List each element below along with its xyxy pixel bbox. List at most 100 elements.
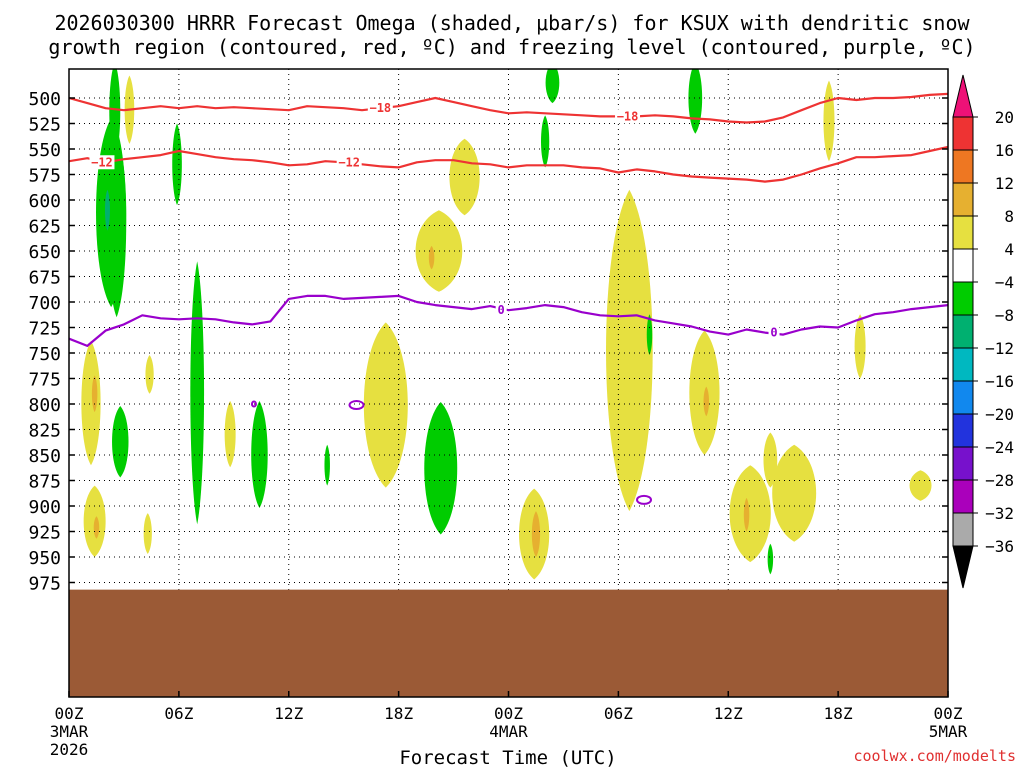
contour-label-2-1: 0 (770, 326, 777, 340)
y-tick-label-500: 500 (28, 89, 61, 110)
colorbar-label-9: −20 (985, 405, 1014, 424)
y-tick-label-775: 775 (28, 370, 61, 391)
colorbar-cell-m36_m32 (952, 512, 974, 547)
omega-cell-m8_m4-30 (251, 400, 268, 509)
omega-cell-m8_m4-27 (172, 123, 182, 206)
y-tick-label-725: 725 (28, 319, 61, 340)
omega-cell-8_12-22 (703, 386, 710, 417)
chart-title-line-1: 2026030300 HRRR Forecast Omega (shaded, … (54, 11, 970, 35)
omega-cell-m8_m4-33 (545, 69, 560, 104)
y-tick-label-600: 600 (28, 191, 61, 212)
omega-cell-8_12-19 (93, 516, 100, 539)
x-tick-sublabel-8: 5MAR (929, 722, 968, 741)
omega-cell-8_12-23 (743, 497, 750, 532)
x-tick-sublabel2-0: 2026 (50, 740, 89, 759)
omega-cell-m8_m4-25 (106, 128, 127, 318)
y-tick-label-675: 675 (28, 268, 61, 289)
y-tick-label-800: 800 (28, 395, 61, 416)
omega-cell-m8_m4-26 (109, 69, 121, 160)
colorbar-cell-8_12 (952, 182, 974, 217)
contour-label-bg-0-1 (615, 109, 641, 124)
omega-cell-4_8-17 (823, 80, 835, 162)
omega-cell-m8_m4-34 (541, 115, 550, 168)
y-axis: 500 525 550 575 600 625 650 675 700 725 750 775 800 8… (28, 89, 948, 595)
y-tick-label-575: 575 (28, 166, 61, 187)
omega-cell-4_8-13 (763, 432, 778, 488)
omega-cell-m8_m4-29 (112, 406, 129, 478)
terrain-band (69, 589, 948, 697)
colorbar-cell-m24_m20 (952, 413, 974, 448)
credit-text: coolwx.com/modelts (853, 747, 1016, 765)
colorbar-label-3: 8 (1004, 207, 1014, 226)
contour-label-bg-1-0 (89, 155, 115, 170)
colorbar-label-2: 12 (995, 174, 1014, 193)
y-tick-label-825: 825 (28, 421, 61, 442)
omega-cell-m12_m8-38 (104, 189, 110, 231)
colorbar-label-13: −36 (985, 537, 1014, 556)
omega-cell-4_8-15 (854, 314, 866, 379)
colorbar-cell-m12_m8 (952, 314, 974, 349)
y-tick-label-975: 975 (28, 574, 61, 595)
x-tick-sublabel-4: 4MAR (489, 722, 528, 741)
x-tick-label-6: 12Z (714, 704, 743, 723)
omega-cell-4_8-4 (363, 322, 408, 488)
x-tick-sublabel-0: 3MAR (50, 722, 89, 741)
x-tick-label-0: 00Z (55, 704, 84, 723)
contour-line-2 (69, 294, 948, 347)
y-tick-label-525: 525 (28, 115, 61, 136)
contour-label-bg-1-1 (336, 155, 362, 170)
contour-label-0-0: −18 (369, 101, 391, 115)
omega-cell-4_8-5 (81, 340, 101, 466)
omega-cell-m8_m4-36 (646, 314, 653, 356)
omega-shading-layer (81, 69, 932, 580)
colorbar-label-10: −24 (985, 438, 1014, 457)
colorbar-cell-16_20 (952, 116, 974, 151)
omega-cell-4_8-16 (909, 470, 932, 501)
colorbar-label-6: −8 (995, 306, 1014, 325)
x-tick-label-8: 00Z (934, 704, 963, 723)
y-tick-label-700: 700 (28, 293, 61, 314)
colorbar-cell-m16_m12 (952, 347, 974, 382)
omega-cell-m8_m4-32 (424, 401, 458, 535)
omega-cell-4_8-8 (143, 513, 152, 554)
colorbar-cap-lt-m36 (952, 545, 974, 589)
colorbar-label-12: −32 (985, 504, 1014, 523)
x-tick-label-3: 18Z (384, 704, 413, 723)
colorbar-label-5: −4 (995, 273, 1014, 292)
colorbar-label-7: −12 (985, 339, 1014, 358)
freezing-level-island-1 (636, 494, 653, 505)
isotherm-contours: −18 −18 −12 −12 0 0 (69, 92, 948, 505)
omega-cell-4_8-2 (449, 138, 480, 216)
contour-label-1-0: −12 (91, 155, 113, 169)
contour-label-bg-0-0 (367, 101, 393, 116)
omega-cell-m8_m4-31 (324, 444, 330, 486)
y-tick-label-950: 950 (28, 548, 61, 569)
contour-line-1 (69, 145, 948, 183)
x-tick-label-2: 12Z (274, 704, 303, 723)
omega-cell-4_8-7 (145, 355, 154, 394)
omega-cell-4_8-1 (415, 210, 463, 292)
y-tick-label-625: 625 (28, 217, 61, 238)
omega-cell-m8_m4-28 (190, 261, 205, 525)
omega-cell-m8_m4-35 (688, 69, 703, 134)
terrain-layer (69, 589, 948, 697)
omega-cell-4_8-14 (772, 444, 817, 542)
colorbar-label-8: −16 (985, 372, 1014, 391)
x-tick-label-5: 06Z (604, 704, 633, 723)
colorbar-label-1: 16 (995, 141, 1014, 160)
colorbar-label-4: 4 (1004, 240, 1014, 259)
colorbar-cap-gt20 (952, 74, 974, 118)
omega-cell-m8_m4-37 (767, 543, 774, 575)
colorbar-label-11: −28 (985, 471, 1014, 490)
x-tick-label-7: 18Z (824, 704, 853, 723)
freezing-level-island-0 (348, 400, 365, 411)
y-tick-label-850: 850 (28, 446, 61, 467)
omega-cell-4_8-3 (606, 189, 653, 512)
colorbar-cell-m20_m16 (952, 380, 974, 415)
contour-label-bg-2-1 (768, 325, 780, 340)
contour-line-0 (69, 92, 948, 124)
x-tick-label-4: 00Z (494, 704, 523, 723)
contour-label-2-0: 0 (498, 303, 505, 317)
